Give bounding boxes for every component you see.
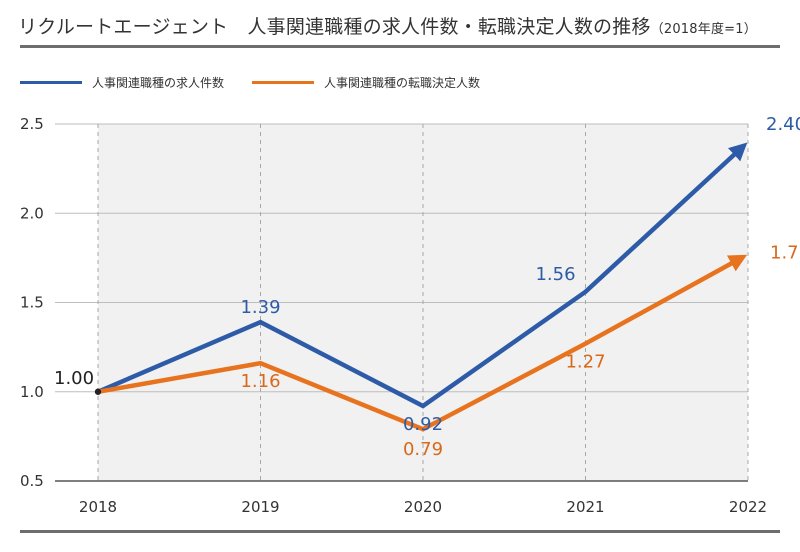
x-tick-label-2020: 2020 bbox=[404, 498, 442, 516]
x-tick-label-2019: 2019 bbox=[241, 498, 279, 516]
x-axis: 2018 2019 2020 2021 2022 bbox=[79, 498, 767, 516]
legend-swatch-hires bbox=[252, 81, 315, 84]
series-line-1 bbox=[97, 254, 748, 432]
data-label-1-2021: 1.27 bbox=[565, 352, 605, 373]
series-lines bbox=[94, 142, 748, 432]
legend-label-postings: 人事関連職種の求人件数 bbox=[92, 76, 225, 90]
legend: 人事関連職種の求人件数 人事関連職種の転職決定人数 bbox=[20, 74, 508, 91]
origin-point bbox=[94, 388, 102, 395]
y-tick-label-1.0: 1.0 bbox=[20, 383, 44, 401]
data-label-0-2019: 1.39 bbox=[240, 297, 280, 318]
y-tick-label-0.5: 0.5 bbox=[20, 472, 44, 490]
chart-title: リクルートエージェント 人事関連職種の求人件数・転職決定人数の推移（2018年度… bbox=[18, 12, 757, 39]
x-tick-label-2018: 2018 bbox=[79, 498, 117, 516]
top-rule bbox=[20, 45, 780, 48]
data-label-1-2020: 0.79 bbox=[403, 439, 443, 460]
x-tick-label-2021: 2021 bbox=[566, 498, 604, 516]
x-tick-label-2022: 2022 bbox=[729, 498, 767, 516]
chart-title-note: （2018年度=1） bbox=[650, 22, 757, 37]
y-axis: 0.5 1.0 1.5 2.0 2.5 bbox=[20, 115, 44, 490]
legend-swatch-postings bbox=[20, 81, 82, 84]
chart-title-main: リクルートエージェント 人事関連職種の求人件数・転職決定人数の推移 bbox=[18, 16, 651, 38]
legend-item-hires: 人事関連職種の転職決定人数 bbox=[252, 74, 480, 91]
y-tick-label-2.5: 2.5 bbox=[20, 115, 44, 133]
data-label-1-2022: 1.77 bbox=[770, 242, 800, 263]
y-tick-label-1.5: 1.5 bbox=[20, 294, 44, 312]
legend-label-hires: 人事関連職種の転職決定人数 bbox=[324, 76, 481, 90]
bottom-rule bbox=[20, 530, 780, 533]
data-label-0-2022: 2.40 bbox=[766, 114, 800, 135]
data-label-first-point: 1.00 bbox=[54, 368, 94, 389]
data-label-1-2019: 1.16 bbox=[240, 371, 280, 392]
grid bbox=[55, 123, 749, 482]
y-tick-label-2.0: 2.0 bbox=[20, 204, 44, 222]
data-label-0-2020: 0.92 bbox=[403, 414, 443, 435]
series-line-0 bbox=[97, 142, 748, 409]
data-labels: 1.39 0.92 1.56 2.40 1.16 0.79 1.27 1.77 1.00 bbox=[54, 114, 800, 460]
legend-item-postings: 人事関連職種の求人件数 bbox=[20, 74, 224, 91]
data-label-0-2021: 1.56 bbox=[535, 264, 575, 285]
